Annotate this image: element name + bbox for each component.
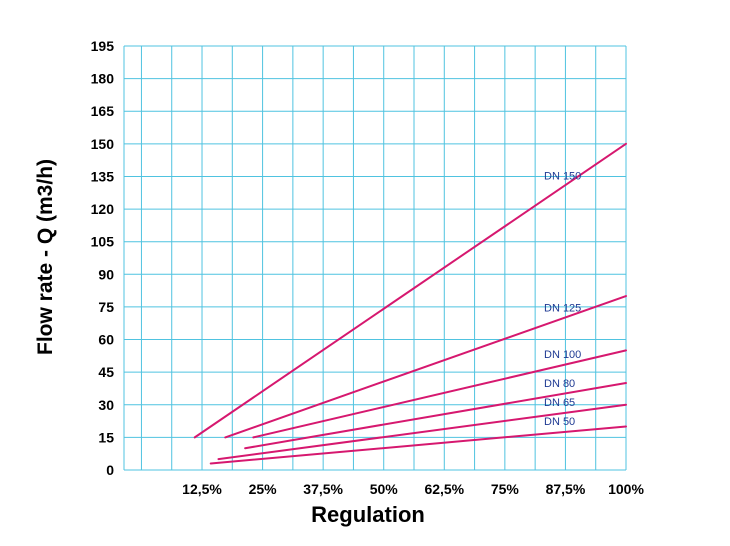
x-tick-label: 25% xyxy=(249,481,278,497)
series-label: DN 100 xyxy=(544,349,581,361)
series-line xyxy=(217,403,627,461)
series-line xyxy=(244,382,627,450)
y-tick-label: 195 xyxy=(91,38,115,54)
series-line xyxy=(209,425,627,465)
series-label: DN 50 xyxy=(544,416,575,428)
x-tick-label: 50% xyxy=(370,481,399,497)
y-tick-label: 105 xyxy=(91,234,115,250)
x-tick-label: 62,5% xyxy=(424,481,464,497)
y-tick-label: 135 xyxy=(91,168,115,184)
x-tick-label: 37,5% xyxy=(303,481,343,497)
series-line xyxy=(193,142,627,439)
y-tick-label: 165 xyxy=(91,103,115,119)
y-tick-label: 30 xyxy=(98,397,114,413)
y-tick-labels: 0 15 30 45 60 75 90 105 120 135 150 165 180 195 xyxy=(91,38,115,478)
y-tick-label: 120 xyxy=(91,201,115,217)
x-tick-label: 75% xyxy=(491,481,520,497)
x-tick-label: 100% xyxy=(608,481,644,497)
x-tick-label: 12,5% xyxy=(182,481,222,497)
y-tick-label: 180 xyxy=(91,71,115,87)
x-axis-title: Regulation xyxy=(311,502,425,527)
series-label: DN 125 xyxy=(544,302,581,314)
series-lines xyxy=(193,142,627,465)
y-tick-label: 60 xyxy=(98,332,114,348)
y-tick-label: 0 xyxy=(106,462,114,478)
grid xyxy=(123,45,627,471)
y-axis-title: Flow rate - Q (m3/h) xyxy=(34,159,57,355)
series-label: DN 80 xyxy=(544,378,575,390)
y-tick-label: 45 xyxy=(98,364,114,380)
series-line xyxy=(224,295,627,439)
y-tick-label: 15 xyxy=(98,429,114,445)
x-tick-label: 87,5% xyxy=(546,481,586,497)
series-labels: DN 150 DN 125 DN 100 DN 80 DN 65 DN 50 xyxy=(544,171,581,428)
y-tick-label: 90 xyxy=(98,266,114,282)
x-tick-labels: 12,5% 25% 37,5% 50% 62,5% 75% 87,5% 100% xyxy=(182,481,644,497)
series-label: DN 65 xyxy=(544,397,575,409)
series-line xyxy=(252,349,627,439)
y-tick-label: 150 xyxy=(91,136,115,152)
y-tick-label: 75 xyxy=(98,299,114,315)
series-label: DN 150 xyxy=(544,171,581,183)
